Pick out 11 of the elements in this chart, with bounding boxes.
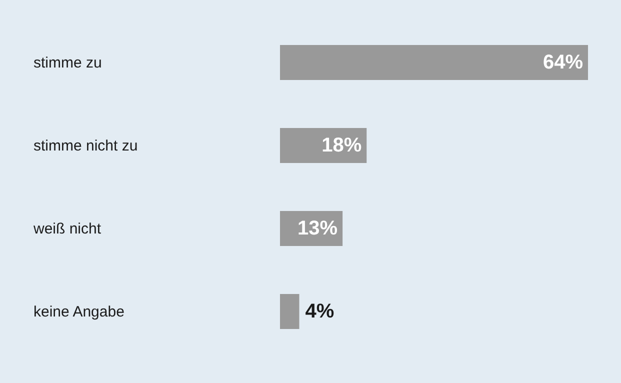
bar [280, 294, 300, 329]
data-label: 13% [298, 218, 338, 240]
data-label: 64% [542, 52, 584, 74]
bar [280, 45, 588, 80]
y-tick-label: stimme nicht zu [34, 138, 138, 154]
data-label: 4% [305, 300, 334, 322]
y-tick-label: weiß nicht [32, 220, 102, 238]
y-tick-label: stimme zu [34, 54, 102, 72]
data-label: 18% [322, 134, 362, 156]
y-tick-label: keine Angabe [34, 304, 124, 320]
bar [280, 128, 367, 163]
